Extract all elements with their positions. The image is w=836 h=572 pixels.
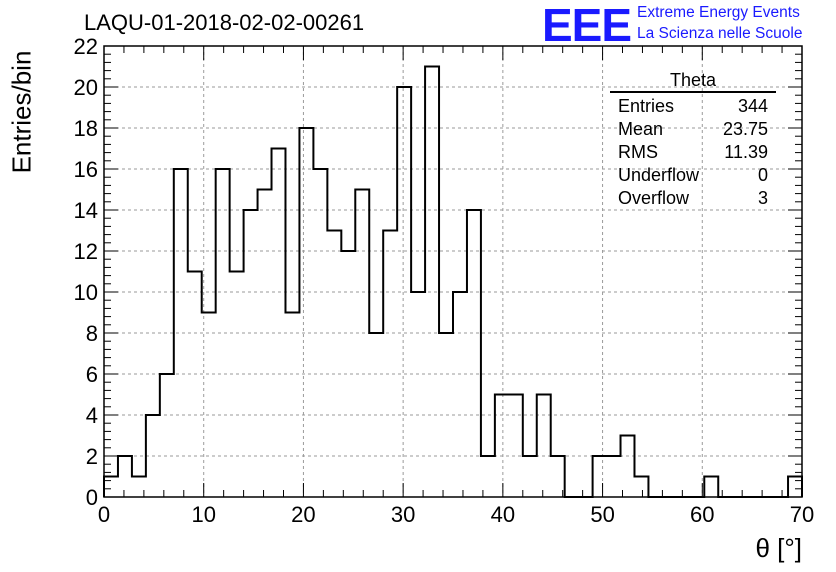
stats-row-entries: Entries 344 (610, 95, 776, 118)
histogram-bin (132, 477, 146, 498)
stats-label: Underflow (618, 165, 700, 185)
histogram-bin (216, 169, 230, 497)
histogram-bin (299, 128, 313, 497)
y-tick-label: 0 (86, 485, 98, 510)
histogram-bin (607, 456, 621, 497)
y-tick-label: 16 (74, 157, 98, 182)
histogram-bin (439, 333, 453, 497)
histogram-bin (244, 210, 258, 497)
x-tick-label: 20 (291, 502, 315, 527)
histogram-bin (495, 395, 509, 498)
x-axis-label: θ [°] (755, 533, 802, 563)
x-tick-label: 60 (690, 502, 714, 527)
stats-value: 344 (737, 96, 768, 116)
stats-row-rms: RMS 11.39 (610, 141, 776, 164)
y-tick-label: 2 (86, 444, 98, 469)
stats-label: RMS (618, 142, 658, 162)
histogram-bin (230, 272, 244, 498)
histogram-outline (103, 65, 803, 498)
histogram-bin (118, 456, 132, 497)
x-tick-label: 30 (391, 502, 415, 527)
histogram-bin (523, 456, 537, 497)
histogram-bin (146, 415, 160, 497)
y-tick-label: 20 (74, 75, 98, 100)
histogram-bin (369, 333, 383, 497)
y-tick-label: 6 (86, 362, 98, 387)
histogram-bin (788, 477, 802, 498)
logo-caption-line1: Extreme Energy Events (637, 4, 800, 21)
histogram-bin (258, 190, 272, 498)
stats-label: Mean (618, 119, 664, 139)
histogram-bin (104, 477, 118, 498)
y-tick-label: 18 (74, 116, 98, 141)
x-tick-label: 10 (191, 502, 215, 527)
stats-value: 3 (757, 188, 768, 208)
stats-value: 0 (757, 165, 768, 185)
histogram-bin (341, 251, 355, 497)
logo-caption-line2: La Scienza nelle Scuole (637, 25, 803, 42)
stats-label: Entries (618, 96, 675, 116)
stats-title: Theta (610, 70, 776, 93)
stats-box: Theta Entries 344 Mean 23.75 RMS 11.39 U… (610, 70, 776, 210)
stats-row-overflow: Overflow 3 (610, 187, 776, 210)
plot-frame (103, 45, 803, 498)
histogram-bin (188, 272, 202, 498)
eee-logo: EEE (542, 0, 632, 51)
stats-value: 11.39 (724, 142, 768, 162)
stats-value: 23.75 (722, 119, 768, 139)
histogram-bin (285, 313, 299, 498)
histogram-bin (355, 190, 369, 498)
histogram-bin (593, 456, 607, 497)
histogram-bin (383, 231, 397, 498)
histogram-bin (551, 456, 565, 497)
histogram-bin (453, 292, 467, 497)
x-tick-label: 50 (590, 502, 614, 527)
y-tick-label: 8 (86, 321, 98, 346)
histogram-bin (537, 395, 551, 498)
stats-row-mean: Mean 23.75 (610, 118, 776, 141)
histogram-bin (202, 313, 216, 498)
histogram-bin (467, 210, 481, 497)
chart-title: LAQU-01-2018-02-02-00261 (84, 10, 365, 35)
histogram-bin (327, 231, 341, 498)
histogram-bin (411, 292, 425, 497)
histogram-bin (509, 395, 523, 498)
logo-caption: Extreme Energy Events La Scienza nelle S… (637, 2, 802, 44)
x-tick-label: 40 (491, 502, 515, 527)
histogram-bin (313, 169, 327, 497)
y-tick-label: 14 (74, 198, 98, 223)
histogram-bin (425, 67, 439, 498)
histogram-bin (174, 169, 188, 497)
y-tick-label: 12 (74, 239, 98, 264)
x-tick-label: 0 (98, 502, 110, 527)
histogram-bin (634, 477, 648, 498)
histogram-bin (160, 374, 174, 497)
histogram-bin (397, 87, 411, 497)
x-tick-label: 70 (790, 502, 814, 527)
stats-label: Overflow (618, 188, 690, 208)
y-tick-label: 10 (74, 280, 98, 305)
histogram-bin (272, 149, 286, 498)
histogram-bin (621, 436, 635, 498)
y-tick-label: 22 (74, 34, 98, 59)
stats-row-underflow: Underflow 0 (610, 164, 776, 187)
histogram-bin (481, 456, 495, 497)
y-axis-label: Entries/bin (6, 50, 37, 174)
histogram-bin (704, 477, 718, 498)
y-tick-label: 4 (86, 403, 98, 428)
